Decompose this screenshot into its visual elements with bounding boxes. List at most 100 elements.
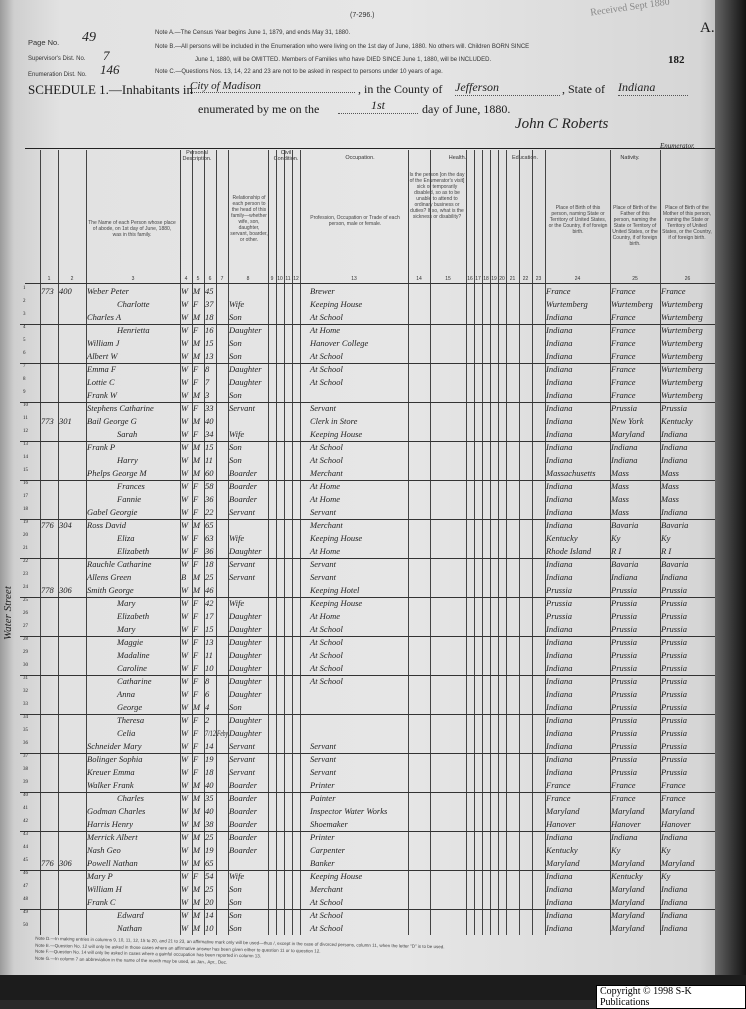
age: 15 <box>205 338 214 348</box>
sex: M <box>193 286 201 296</box>
birthplace: Indiana <box>546 728 573 738</box>
person-name: Maggie <box>117 637 143 647</box>
father-birthplace: France <box>611 364 636 374</box>
bottom-notes: Note D.—In making entries in columns 9, … <box>35 936 445 971</box>
sex: F <box>193 598 199 608</box>
person-name: Merrick Albert <box>87 832 138 842</box>
column-number: 18 <box>483 276 489 282</box>
enumeration-label: Enumeration Dist. No. <box>28 72 87 78</box>
relationship: Boarder <box>229 780 258 790</box>
row-number: 40 <box>23 793 28 798</box>
sex: F <box>193 871 199 881</box>
occupation: Brewer <box>310 286 335 296</box>
relationship: Son <box>229 338 242 348</box>
color: W <box>181 546 189 556</box>
relationship: Daughter <box>229 325 262 335</box>
father-birthplace: Mass <box>611 494 629 504</box>
table-row: 3939Walker FrankWM40BoarderPrinterFrance… <box>20 779 725 793</box>
relationship: Daughter <box>229 377 262 387</box>
sex: F <box>193 754 199 764</box>
dwelling-number: 776 <box>41 520 54 530</box>
header-bottom-rule <box>25 283 715 284</box>
table-row: 3030CarolineWF10DaughterAt SchoolIndiana… <box>20 662 725 676</box>
color: W <box>181 845 189 855</box>
family-number: 301 <box>59 416 72 426</box>
birthplace: Indiana <box>546 377 573 387</box>
mother-birthplace: Indiana <box>661 572 688 582</box>
group-occupation: Occupation. <box>345 155 375 161</box>
mother-birthplace: Wurtemberg <box>661 351 703 361</box>
grid-vline <box>466 150 467 935</box>
table-row: 4747William HWM25SonMerchantIndianaMaryl… <box>20 883 725 896</box>
column-number: 26 <box>684 276 691 282</box>
column-number: 17 <box>475 276 481 282</box>
grid-vline <box>284 150 285 935</box>
grid-vline <box>228 150 229 935</box>
person-name: Harris Henry <box>87 819 134 829</box>
relationship: Son <box>229 897 242 907</box>
sex: F <box>193 481 199 491</box>
color: W <box>181 897 189 907</box>
row-number: 30 <box>23 663 28 668</box>
occupation: Keeping House <box>310 299 363 309</box>
relationship: Son <box>229 702 242 712</box>
sex: M <box>193 884 201 894</box>
column-number: 10 <box>277 276 283 282</box>
person-name: Godman Charles <box>87 806 146 816</box>
age: 45 <box>205 286 214 296</box>
person-name: Theresa <box>117 715 145 725</box>
table-row: 1616FrancesWF58BoarderAt HomeIndianaMass… <box>20 480 725 493</box>
mother-birthplace: Wurtemberg <box>661 312 703 322</box>
row-number: 21 <box>23 546 28 551</box>
birthplace: Indiana <box>546 312 573 322</box>
sex: M <box>193 468 201 478</box>
occupation: At Home <box>310 611 340 621</box>
person-name: Sarah <box>117 429 138 439</box>
father-birthplace: Prussia <box>611 637 637 647</box>
birthplace: Indiana <box>546 442 573 452</box>
row-number: 6 <box>23 351 26 356</box>
color: W <box>181 403 189 413</box>
age: 18 <box>205 312 214 322</box>
sex: F <box>193 676 199 686</box>
sex: M <box>193 351 201 361</box>
color: W <box>181 754 189 764</box>
family-number: 400 <box>59 286 72 296</box>
relationship: Daughter <box>229 676 262 686</box>
mother-birthplace: Prussia <box>661 611 687 621</box>
header-birth-mother: Place of Birth of the Mother of this per… <box>662 205 712 241</box>
table-row: 4545776306Powell NathanWM65BankerMarylan… <box>20 857 725 871</box>
relationship: Servant <box>229 507 255 517</box>
table-row: 1717FannieWF36BoarderAt HomeIndianaMassM… <box>20 493 725 506</box>
color: W <box>181 377 189 387</box>
color: W <box>181 585 189 595</box>
row-number: 49 <box>23 910 28 915</box>
column-number: 21 <box>509 276 516 282</box>
person-name: Frances <box>117 481 145 491</box>
sex: F <box>193 637 199 647</box>
note-b: Note B.—All persons will be included in … <box>155 44 530 50</box>
relationship: Son <box>229 923 242 933</box>
row-number: 12 <box>23 429 28 434</box>
mother-birthplace: Prussia <box>661 663 687 673</box>
column-number: 15 <box>445 276 451 282</box>
age: 25 <box>205 832 214 842</box>
father-birthplace: Prussia <box>611 728 637 738</box>
occupation: Keeping House <box>310 533 363 543</box>
column-number: 3 <box>131 276 135 282</box>
color: W <box>181 715 189 725</box>
table-row: 4444Nash GeoWM19BoarderCarpenterKentucky… <box>20 844 725 857</box>
sex: F <box>193 507 199 517</box>
person-name: William J <box>87 338 120 348</box>
column-number: 5 <box>196 276 200 282</box>
father-birthplace: France <box>611 351 636 361</box>
row-number: 24 <box>23 585 28 590</box>
age: 65 <box>205 858 214 868</box>
color: W <box>181 741 189 751</box>
mother-birthplace: Ky <box>661 871 671 881</box>
father-birthplace: Prussia <box>611 754 637 764</box>
mother-birthplace: Wurtemberg <box>661 377 703 387</box>
birthplace: Hanover <box>546 819 576 829</box>
